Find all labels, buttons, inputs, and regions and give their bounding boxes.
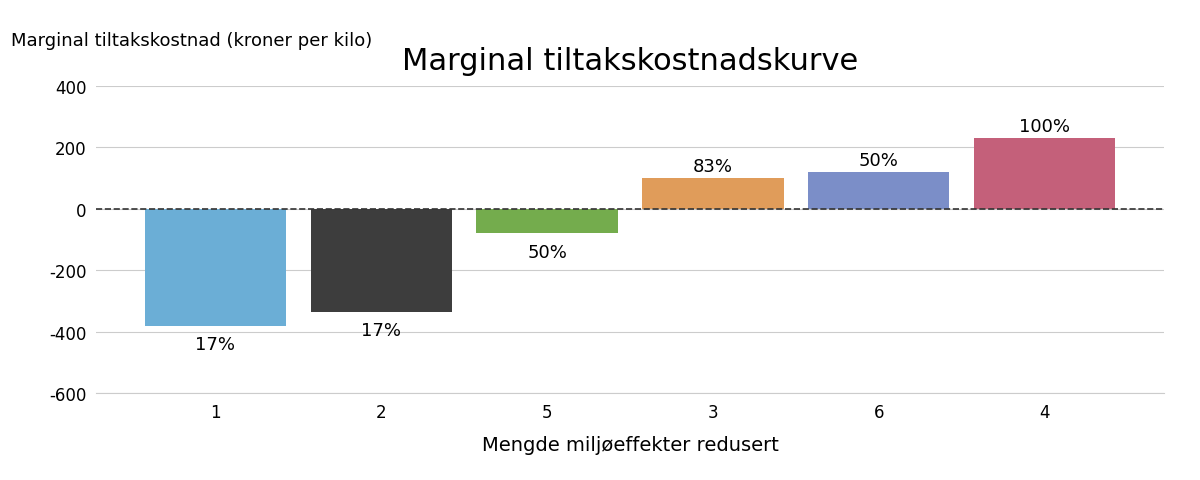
X-axis label: Mengde miljøeffekter redusert: Mengde miljøeffekter redusert bbox=[481, 435, 779, 454]
Text: 83%: 83% bbox=[692, 157, 733, 176]
Bar bbox=[974, 139, 1116, 209]
Bar bbox=[311, 209, 451, 312]
Text: Marginal tiltakskostnad (kroner per kilo): Marginal tiltakskostnad (kroner per kilo… bbox=[11, 32, 372, 49]
Bar bbox=[144, 209, 286, 326]
Text: 50%: 50% bbox=[527, 243, 566, 261]
Text: 100%: 100% bbox=[1020, 118, 1070, 135]
Text: 17%: 17% bbox=[361, 322, 401, 339]
Title: Marginal tiltakskostnadskurve: Marginal tiltakskostnadskurve bbox=[402, 47, 858, 76]
Bar bbox=[476, 209, 618, 234]
Bar bbox=[642, 179, 784, 209]
Text: 17%: 17% bbox=[196, 335, 235, 353]
Bar bbox=[809, 172, 949, 209]
Text: 50%: 50% bbox=[859, 151, 899, 169]
